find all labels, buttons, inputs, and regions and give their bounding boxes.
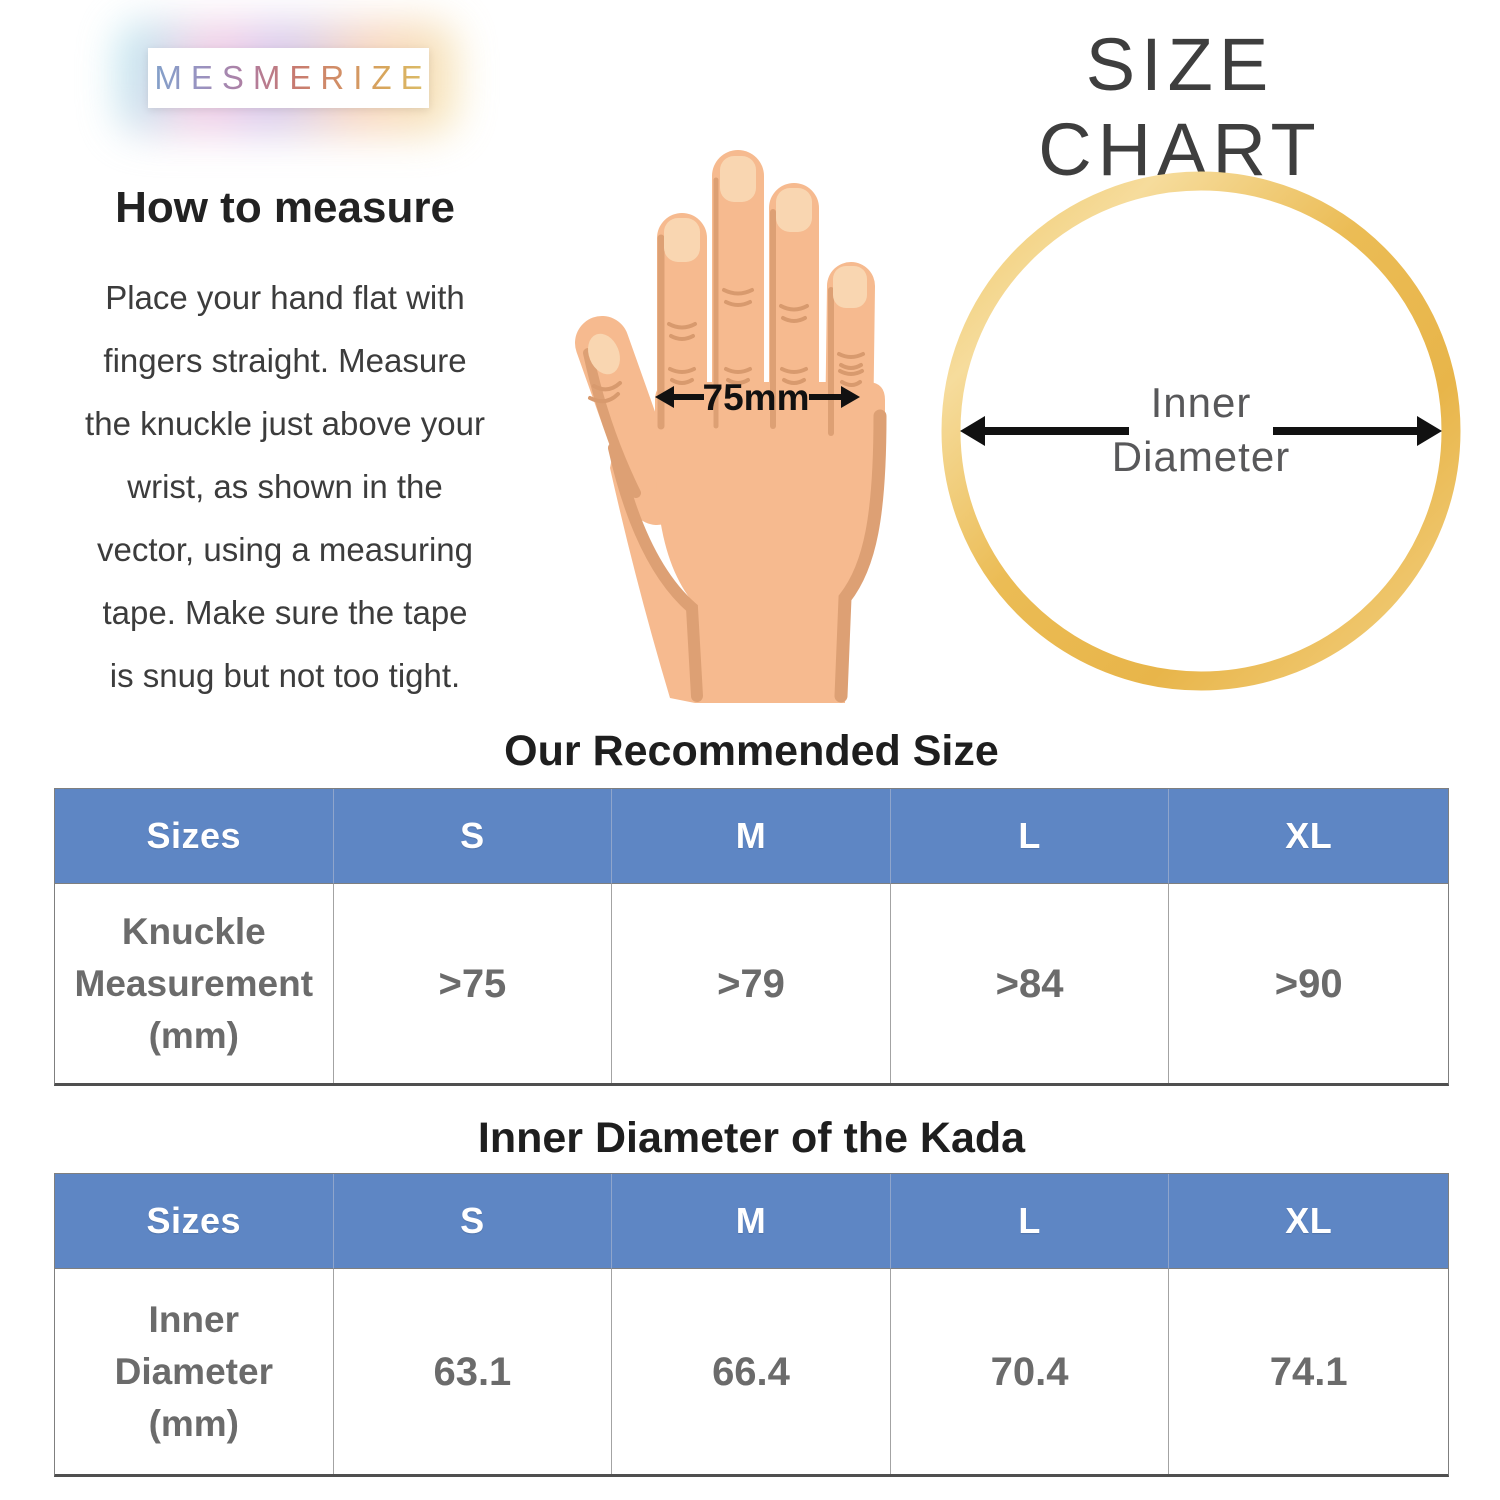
diameter-value-m: 66.4 — [612, 1269, 891, 1474]
fingernails — [588, 156, 867, 375]
inner-diameter-title: Inner Diameter of the Kada — [477, 1114, 1026, 1162]
column-header-xl: XL — [1169, 789, 1448, 884]
inner-diameter-table: Sizes S M L XL Inner Diameter (mm) 63.1 … — [54, 1173, 1449, 1477]
diameter-value-l: 70.4 — [890, 1269, 1170, 1474]
how-to-measure-text: Place your hand flat with fingers straig… — [85, 279, 485, 694]
hand-icon: 75mm — [575, 150, 887, 703]
row-label-knuckle-measurement: Knuckle Measurement (mm) — [55, 884, 334, 1083]
knuckle-value-m: >79 — [612, 884, 891, 1083]
knuckle-value-xl: >90 — [1169, 884, 1448, 1083]
column-header-m: M — [612, 1174, 891, 1269]
recommended-size-title: Our Recommended Size — [504, 727, 999, 775]
inner-diameter-label-top: Inner — [1151, 379, 1252, 426]
kada-illustration: Inner Diameter — [941, 171, 1461, 691]
column-header-l: L — [890, 789, 1170, 884]
knuckle-measure-arrow: 75mm — [655, 377, 860, 418]
column-header-s: S — [333, 1174, 613, 1269]
page-title: SIZE CHART — [1038, 23, 1322, 191]
recommended-size-table: Sizes S M L XL Knuckle Measurement (mm) … — [54, 788, 1449, 1086]
inner-diameter-arrow — [960, 416, 1442, 446]
inner-diameter-label-bottom: Diameter — [1112, 433, 1290, 480]
diameter-value-s: 63.1 — [333, 1269, 613, 1474]
diameter-value-xl: 74.1 — [1169, 1269, 1448, 1474]
knuckle-width-label: 75mm — [703, 377, 810, 418]
how-to-measure-heading: How to measure — [115, 183, 455, 232]
hand-illustration: 75mm — [575, 150, 887, 703]
column-header-xl: XL — [1169, 1174, 1448, 1269]
column-header-s: S — [333, 789, 613, 884]
column-header-sizes: Sizes — [55, 1174, 334, 1269]
row-label-inner-diameter: Inner Diameter (mm) — [55, 1269, 334, 1474]
brand-logo-text: MESMERIZE — [145, 59, 431, 97]
column-header-sizes: Sizes — [55, 789, 334, 884]
finger-creases — [588, 288, 865, 404]
column-header-m: M — [612, 789, 891, 884]
knuckle-value-l: >84 — [890, 884, 1170, 1083]
column-header-l: L — [890, 1174, 1170, 1269]
gold-bangle-icon — [941, 171, 1461, 691]
knuckle-value-s: >75 — [333, 884, 613, 1083]
brand-logo: MESMERIZE — [148, 48, 429, 108]
